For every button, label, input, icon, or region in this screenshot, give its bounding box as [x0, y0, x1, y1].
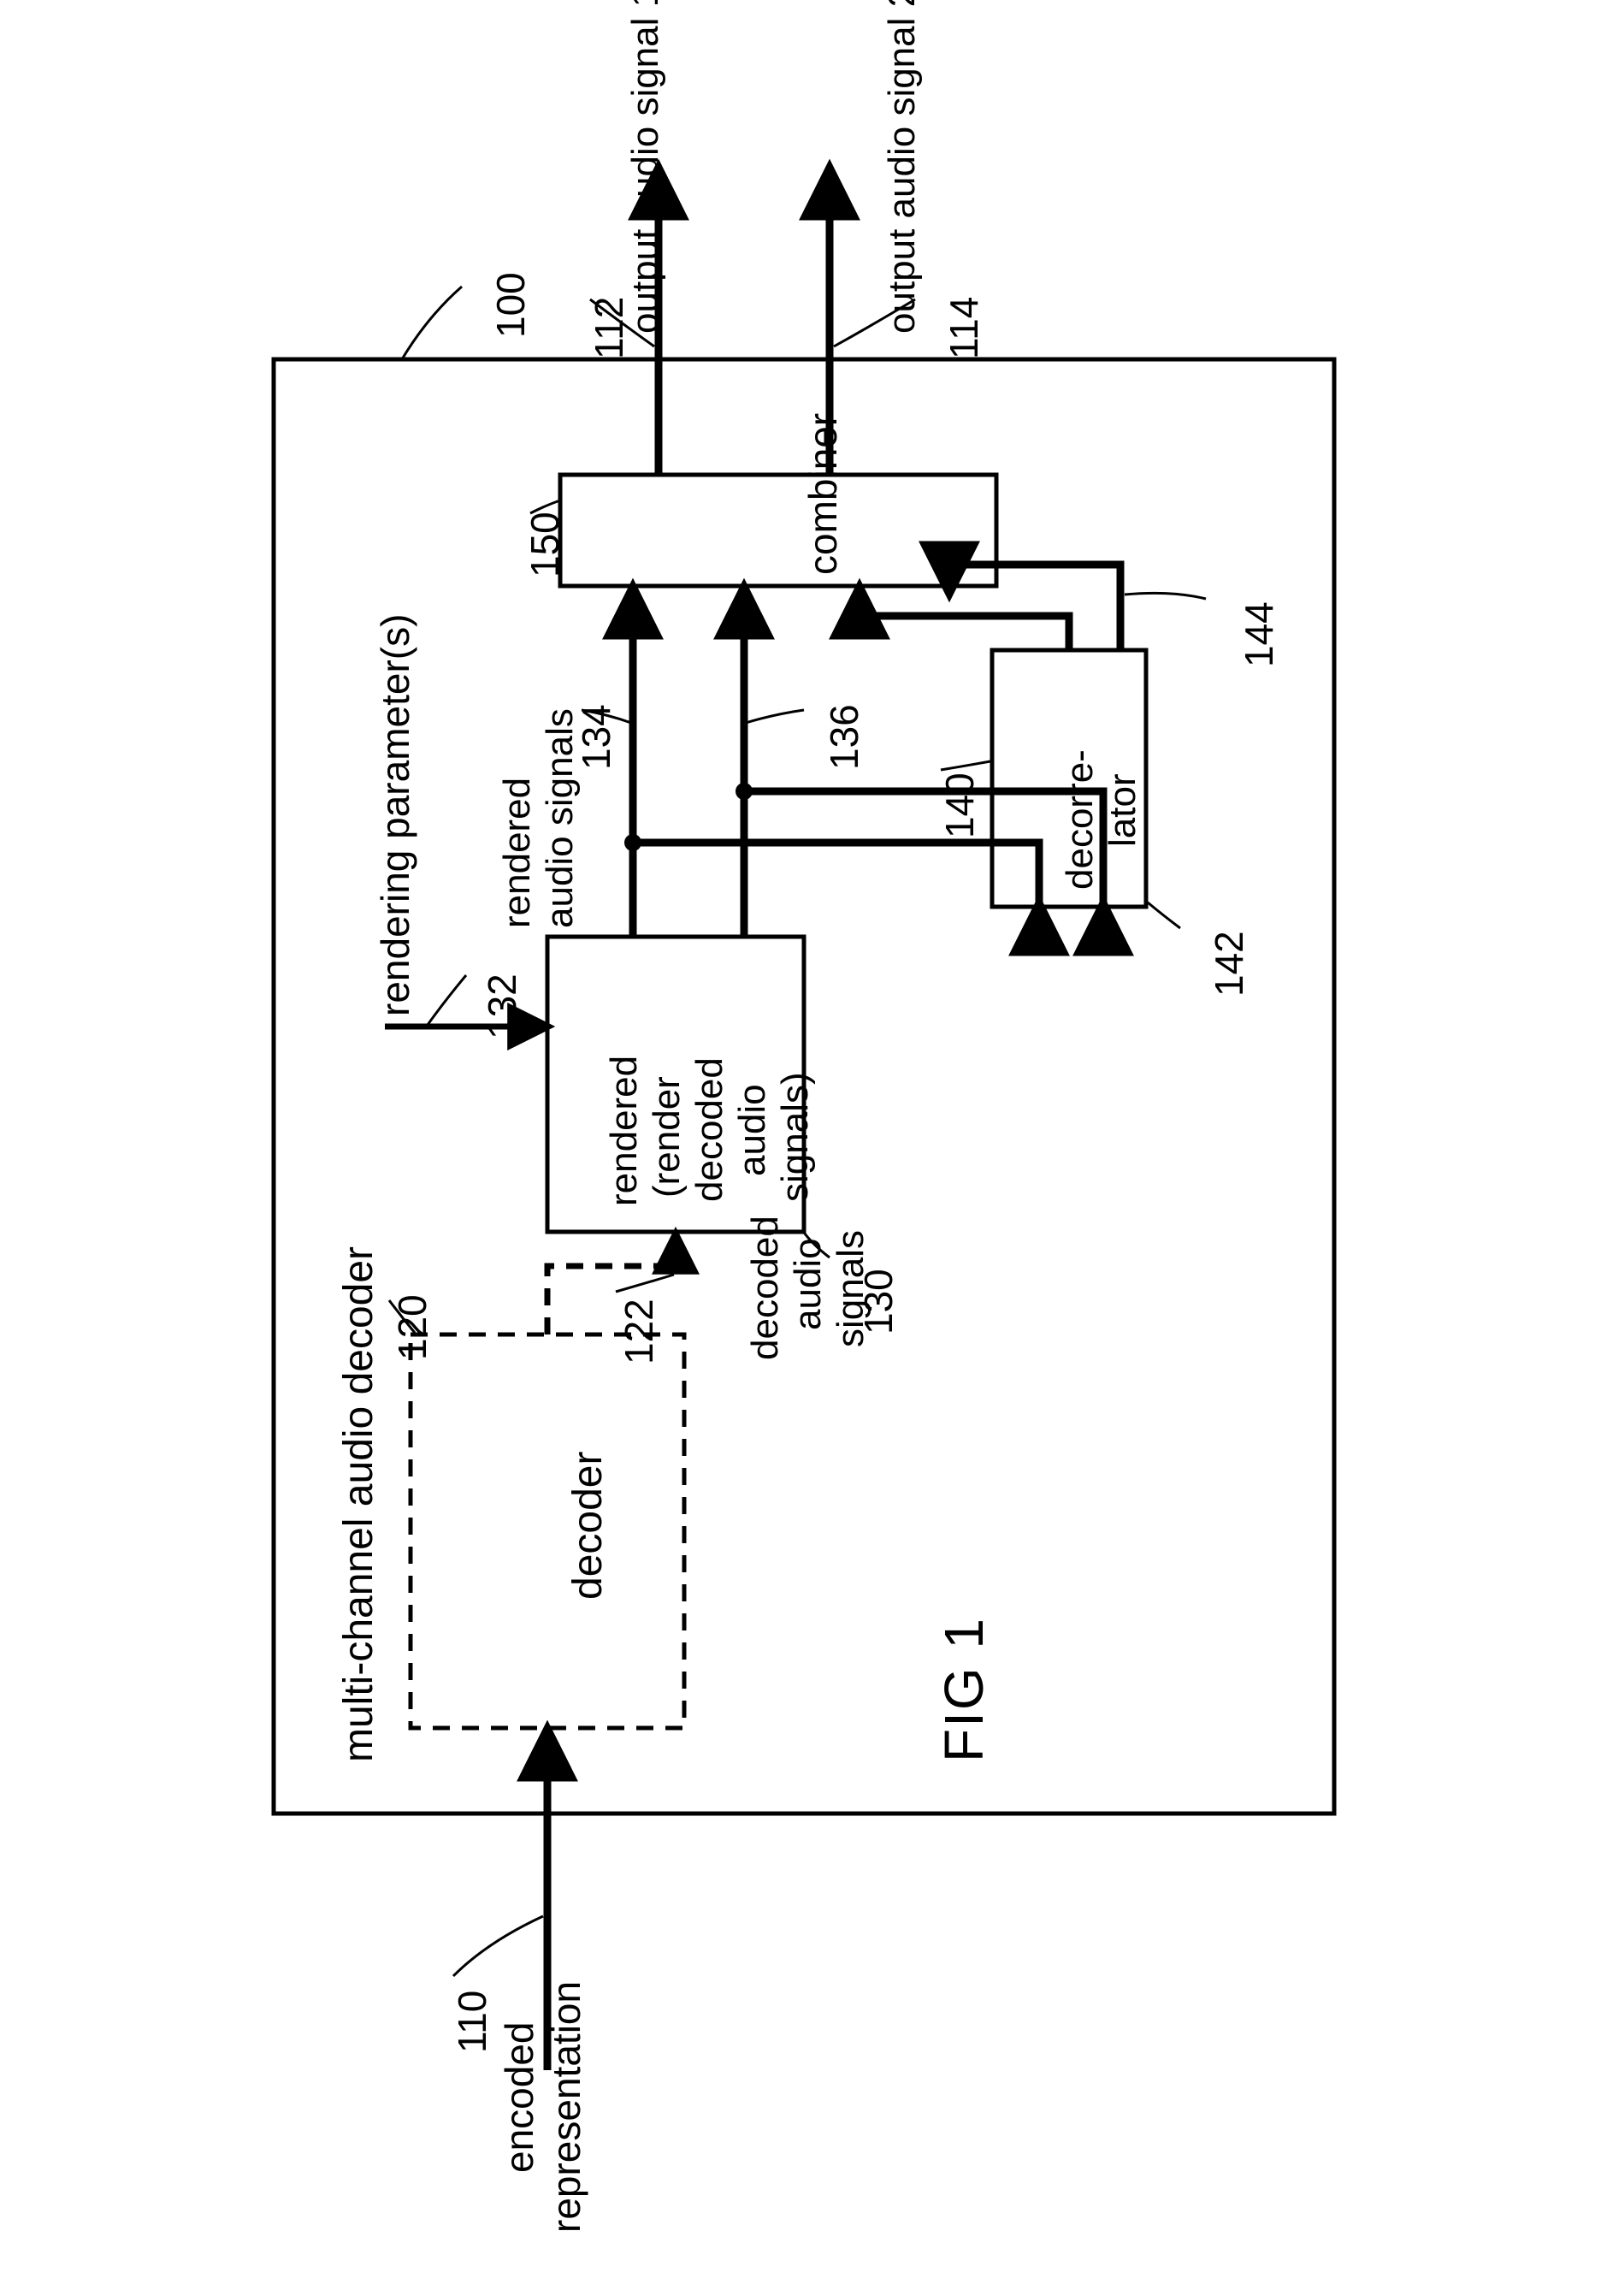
figure-caption: FIG 1 [932, 1617, 996, 1762]
renderer-l2: (render [646, 1076, 688, 1198]
decoded-l2: audio [787, 1238, 830, 1330]
decoded-l1: decoded [744, 1216, 787, 1360]
ref-130: 130 [855, 1269, 901, 1334]
renderer-l4: audio [731, 1084, 774, 1176]
ref-110: 110 [449, 1991, 495, 2053]
ref-122: 122 [616, 1299, 662, 1364]
ref-134: 134 [573, 704, 619, 770]
ref-120: 120 [389, 1294, 435, 1360]
rendering-params: rendering parameter(s) [372, 614, 418, 1016]
renderer-l3: decoded [688, 1057, 731, 1202]
rendered-l1: rendered [496, 778, 539, 928]
ref-140: 140 [936, 772, 983, 838]
outer-title: multi-channel audio decoder [335, 1246, 382, 1762]
out-sig-1: output audio signal 1 [624, 0, 667, 334]
decorrelator-l1: decorre- [1059, 749, 1102, 890]
out-sig-2: output audio signal 2 [881, 0, 924, 334]
ref-150: 150 [522, 512, 568, 577]
renderer-l5: signals) [774, 1072, 817, 1202]
ref-132: 132 [479, 973, 525, 1039]
decorrelator-l2: lator [1102, 773, 1144, 847]
ref-100: 100 [487, 272, 534, 338]
encoded-label-2: representation [543, 1981, 589, 2233]
renderer-l1: rendered [603, 1056, 646, 1206]
ref-142: 142 [1206, 931, 1252, 997]
decoder-label: decoder [564, 1452, 611, 1600]
combiner-label: combiner [800, 413, 846, 575]
ref-144: 144 [1236, 601, 1282, 667]
ref-114: 114 [941, 297, 987, 359]
encoded-label-1: encoded [496, 2022, 542, 2174]
ref-136: 136 [821, 704, 867, 770]
